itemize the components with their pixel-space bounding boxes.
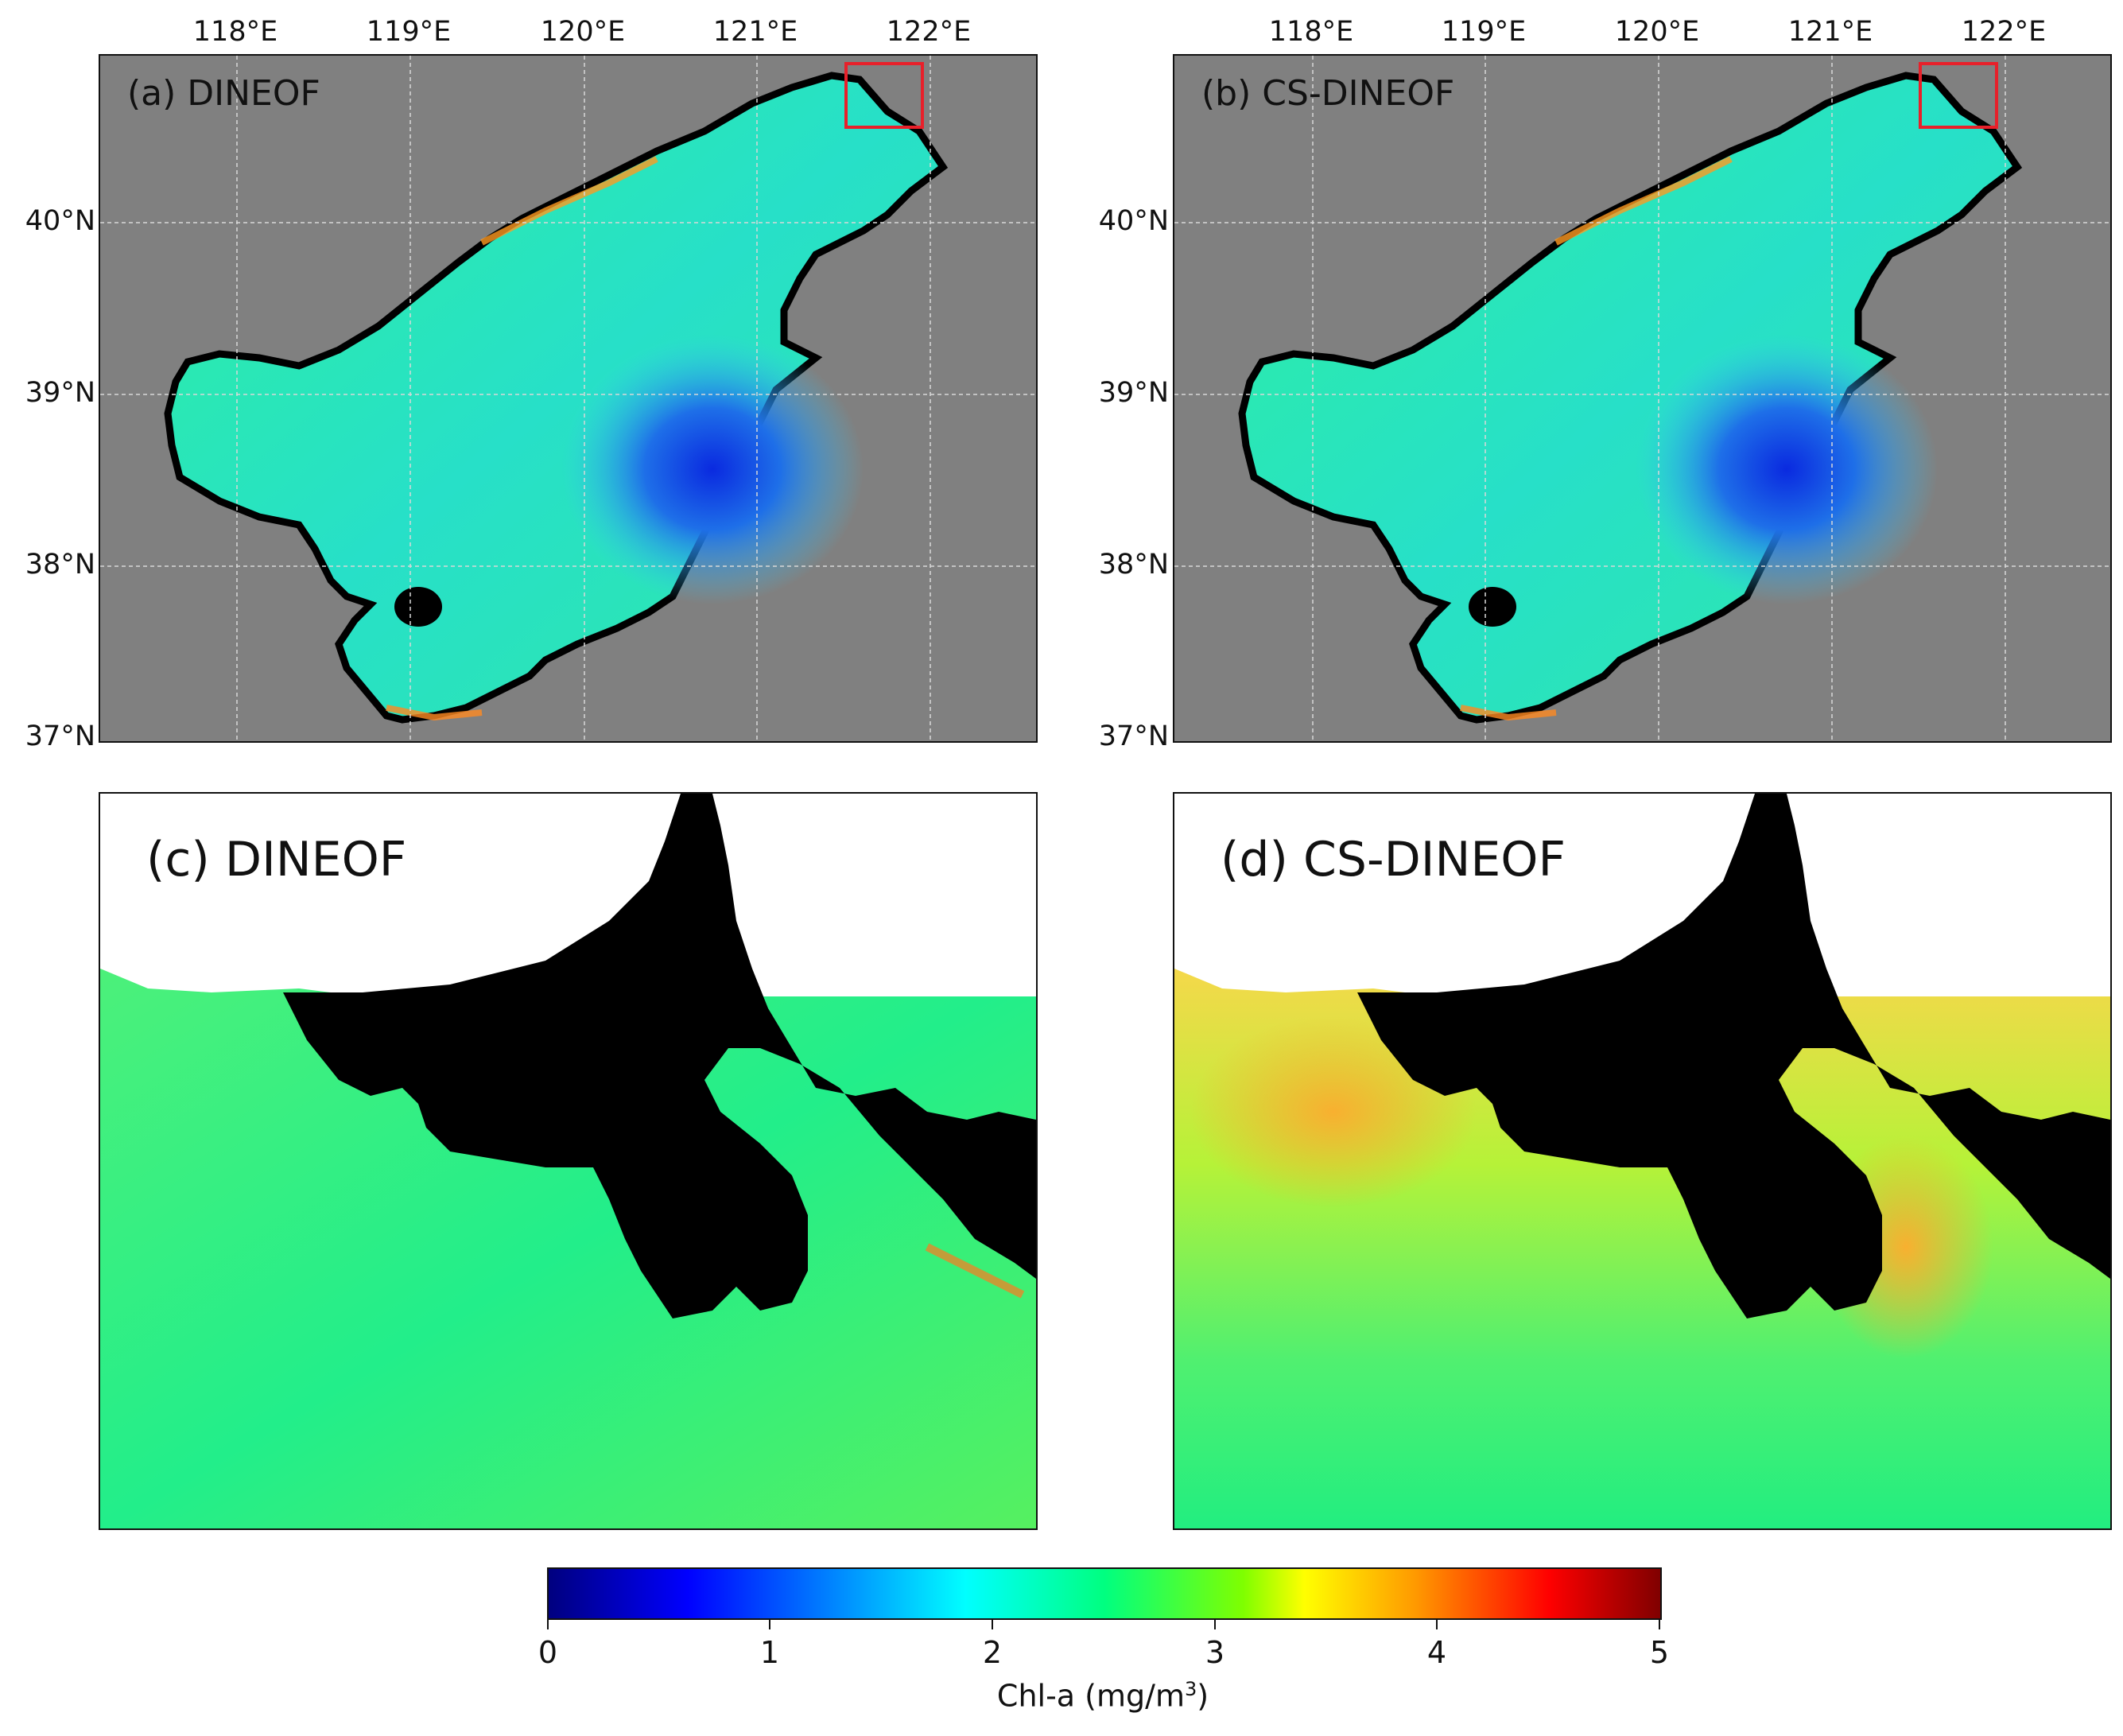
- colorbar-label-3: 3: [1205, 1635, 1225, 1670]
- coastal-high-chl: [1460, 705, 1557, 721]
- zoom-land-mass: [1357, 794, 2110, 1319]
- panel-label-a: (a) DINEOF: [127, 73, 320, 114]
- lon-tick-a-120: 120°E: [540, 16, 626, 48]
- colorbar-tick-0: [547, 1618, 549, 1629]
- lon-tick-a-118: 118°E: [192, 16, 278, 48]
- colorbar-label-0: 0: [538, 1635, 558, 1670]
- panel-label-c: (c) DINEOF: [146, 832, 407, 887]
- coastal-high-chl: [480, 156, 658, 246]
- colorbar-label-4: 4: [1426, 1635, 1447, 1670]
- bay-map-a: [100, 56, 1036, 741]
- zoom-panel-d-cs-dineof: (d) CS-DINEOF: [1173, 792, 2112, 1530]
- sea-area: [1238, 72, 2023, 724]
- zoom-panel-c-dineof: (c) DINEOF: [99, 792, 1038, 1530]
- low-chl-core: [1636, 334, 1938, 604]
- colorbar-label-1: 1: [759, 1635, 780, 1670]
- lon-tick-a-119: 119°E: [366, 16, 452, 48]
- lon-tick-a-121: 121°E: [712, 16, 798, 48]
- colorbar-title-text: Chl-a (mg/m: [996, 1678, 1185, 1714]
- lon-tick-b-122: 122°E: [1961, 16, 2047, 48]
- grid-lines: [1174, 56, 2110, 741]
- colorbar-label-5: 5: [1649, 1635, 1670, 1670]
- colorbar-title-end: ): [1197, 1678, 1209, 1714]
- panel-label-b: (b) CS-DINEOF: [1201, 73, 1455, 114]
- grid-lines: [100, 56, 1036, 741]
- land-island: [1469, 587, 1516, 627]
- colorbar: [547, 1567, 1662, 1620]
- inset-box: [1919, 62, 1998, 129]
- inset-box: [844, 62, 924, 129]
- lon-tick-b-120: 120°E: [1614, 16, 1700, 48]
- zoom-sea-area: [100, 969, 1036, 1528]
- low-chl-core: [561, 334, 864, 604]
- colorbar-tick-4: [1436, 1618, 1438, 1629]
- colorbar-title-sup: 3: [1184, 1678, 1197, 1700]
- colorbar-tick-3: [1214, 1618, 1216, 1629]
- lat-tick-b-40: 40°N: [1098, 205, 1169, 237]
- lon-tick-b-121: 121°E: [1787, 16, 1873, 48]
- colorbar-label-2: 2: [982, 1635, 1003, 1670]
- lat-tick-b-38: 38°N: [1098, 549, 1169, 581]
- land-island: [394, 587, 442, 627]
- zoom-map-c: [100, 794, 1036, 1528]
- lat-tick-b-39: 39°N: [1098, 377, 1169, 409]
- lat-tick-a-40: 40°N: [25, 205, 95, 237]
- bay-map-b: [1174, 56, 2110, 741]
- coastal-high-chl: [1554, 156, 1733, 246]
- coastal-high-chl: [386, 705, 483, 721]
- lon-tick-a-122: 122°E: [886, 16, 972, 48]
- lon-tick-b-119: 119°E: [1441, 16, 1527, 48]
- lat-tick-b-37: 37°N: [1098, 720, 1169, 752]
- lat-tick-a-38: 38°N: [25, 549, 95, 581]
- colorbar-tick-2: [992, 1618, 993, 1629]
- zoom-map-d: [1174, 794, 2110, 1528]
- colorbar-tick-5: [1659, 1618, 1660, 1629]
- lon-tick-b-118: 118°E: [1268, 16, 1354, 48]
- zoom-land-mass: [283, 794, 1036, 1319]
- map-panel-b-cs-dineof: (b) CS-DINEOF: [1173, 54, 2112, 743]
- colorbar-title: Chl-a (mg/m3): [997, 1678, 1209, 1714]
- zoom-coastal-high-chl: [925, 1243, 1025, 1299]
- map-panel-a-dineof: (a) DINEOF: [99, 54, 1038, 743]
- panel-label-d: (d) CS-DINEOF: [1221, 832, 1566, 887]
- lat-tick-a-39: 39°N: [25, 377, 95, 409]
- colorbar-tick-1: [769, 1618, 770, 1629]
- sea-area: [164, 72, 949, 724]
- lat-tick-a-37: 37°N: [25, 720, 95, 752]
